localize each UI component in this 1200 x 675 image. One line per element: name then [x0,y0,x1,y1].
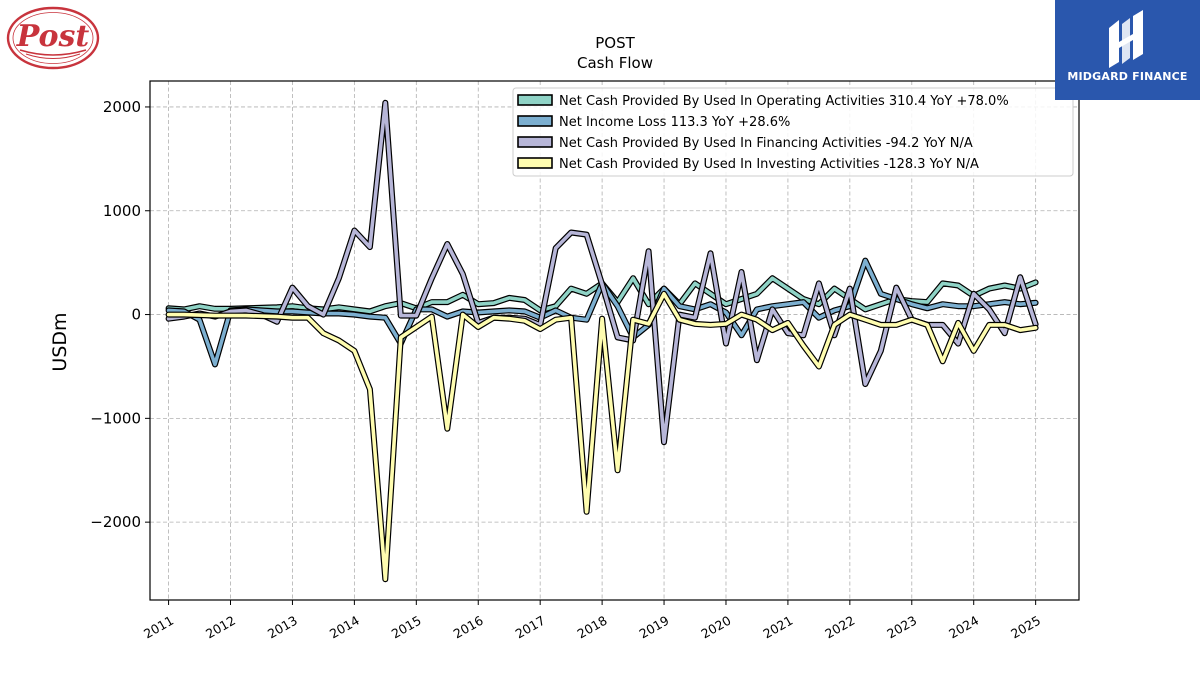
x-tick-label: 2025 [1008,613,1043,642]
x-tick-label: 2013 [265,613,300,642]
legend-label-0: Net Cash Provided By Used In Operating A… [559,94,1009,109]
series-line-2 [166,101,1038,445]
x-tick-label: 2016 [451,613,486,642]
axis-ticks: 2011 2012 2013 2014 2015 2016 2017 2018 2019 2020… [90,98,1043,642]
x-tick-label: 2021 [760,613,795,642]
x-tick-label: 2018 [575,613,610,642]
series-lines [165,99,1039,583]
post-logo: Post [6,6,100,70]
x-tick-label: 2019 [636,613,671,642]
series-line-3 [166,291,1038,582]
y-tick-label: 2000 [103,98,141,116]
legend-swatch-2 [517,136,553,148]
legend-box [512,87,1074,177]
midgard-mark-icon [1109,10,1143,68]
x-tick-label: 2017 [513,613,548,642]
x-tick-label: 2022 [822,613,857,642]
midgard-finance-logo: MIDGARD FINANCE [1055,0,1200,100]
y-tick-label: 1000 [103,202,141,220]
chart-subtitle: Cash Flow [577,54,653,72]
legend-label-2: Net Cash Provided By Used In Financing A… [559,136,973,151]
legend-swatch-0 [517,94,553,106]
legend-label-1: Net Income Loss 113.3 YoY +28.6% [559,115,790,130]
x-tick-label: 2015 [389,613,424,642]
y-tick-label: 0 [131,306,141,324]
y-tick-label: −2000 [90,513,141,531]
y-axis-label: USDm [49,312,71,371]
x-tick-label: 2011 [141,613,176,642]
legend-label-3: Net Cash Provided By Used In Investing A… [559,157,979,172]
midgard-finance-name: MIDGARD FINANCE [1067,70,1188,83]
legend-swatch-1 [517,115,553,127]
y-tick-label: −1000 [90,409,141,427]
x-tick-label: 2020 [698,613,733,642]
x-tick-label: 2014 [327,613,362,642]
chart-legend: Net Cash Provided By Used In Operating A… [512,87,1074,177]
legend-swatch-3 [517,157,553,169]
x-tick-label: 2023 [884,613,919,642]
x-tick-label: 2024 [946,613,981,642]
x-tick-label: 2012 [203,613,238,642]
chart-title: POST [595,34,635,52]
plot-frame [149,80,1080,601]
post-logo-text: Post [16,19,90,54]
